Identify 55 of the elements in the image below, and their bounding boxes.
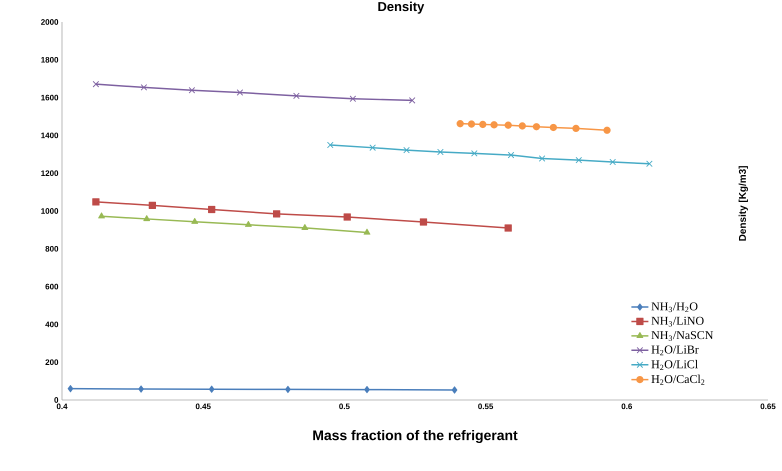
point [646, 160, 653, 168]
point [327, 142, 334, 148]
point [68, 385, 74, 392]
point [408, 97, 416, 104]
point [92, 198, 100, 206]
legend-label: H$_{2}$O/LiCl [651, 360, 698, 370]
point [576, 156, 582, 164]
legend-label: NH$_{3}$/LiNO [651, 316, 704, 327]
point [364, 228, 370, 235]
point [140, 84, 148, 91]
legend-label: H$_{2}$O/CaCl$_{2}$ [651, 374, 704, 385]
legend-label: NH$_{3}$/NaSCN [651, 331, 714, 341]
point [504, 122, 512, 129]
point [92, 80, 100, 88]
y-axis-title: Density [Kg/m3] [738, 166, 748, 241]
point [403, 146, 410, 154]
point [456, 120, 464, 128]
point [98, 212, 105, 218]
point [609, 158, 616, 166]
point [518, 122, 526, 130]
x-axis-title: Mass fraction of the refrigerant [313, 430, 518, 444]
point [603, 126, 611, 134]
point [344, 213, 351, 221]
point [550, 124, 558, 132]
point [191, 218, 198, 224]
point [272, 210, 280, 218]
point [245, 220, 252, 227]
point [364, 386, 370, 394]
point [452, 386, 458, 394]
point [208, 206, 216, 214]
point [301, 224, 308, 230]
point [236, 89, 244, 96]
point [420, 218, 428, 226]
point [468, 120, 476, 128]
point [572, 124, 580, 132]
point [504, 224, 512, 232]
point [538, 155, 546, 162]
point [188, 86, 196, 94]
point [508, 152, 514, 158]
legend-label: NH$_{3}$/H$_{2}$O [651, 302, 698, 312]
point [369, 144, 376, 151]
point [490, 121, 498, 128]
point [138, 385, 144, 393]
point [208, 386, 215, 393]
point [143, 215, 150, 222]
point [285, 386, 291, 394]
point [293, 92, 300, 100]
chart-title: Density [378, 2, 424, 14]
point [437, 148, 444, 156]
point [471, 150, 478, 157]
point [148, 202, 156, 209]
legend-label: H$_{2}$O/LiBr [651, 346, 699, 356]
point [532, 123, 540, 130]
point [479, 120, 486, 128]
point [350, 95, 356, 102]
